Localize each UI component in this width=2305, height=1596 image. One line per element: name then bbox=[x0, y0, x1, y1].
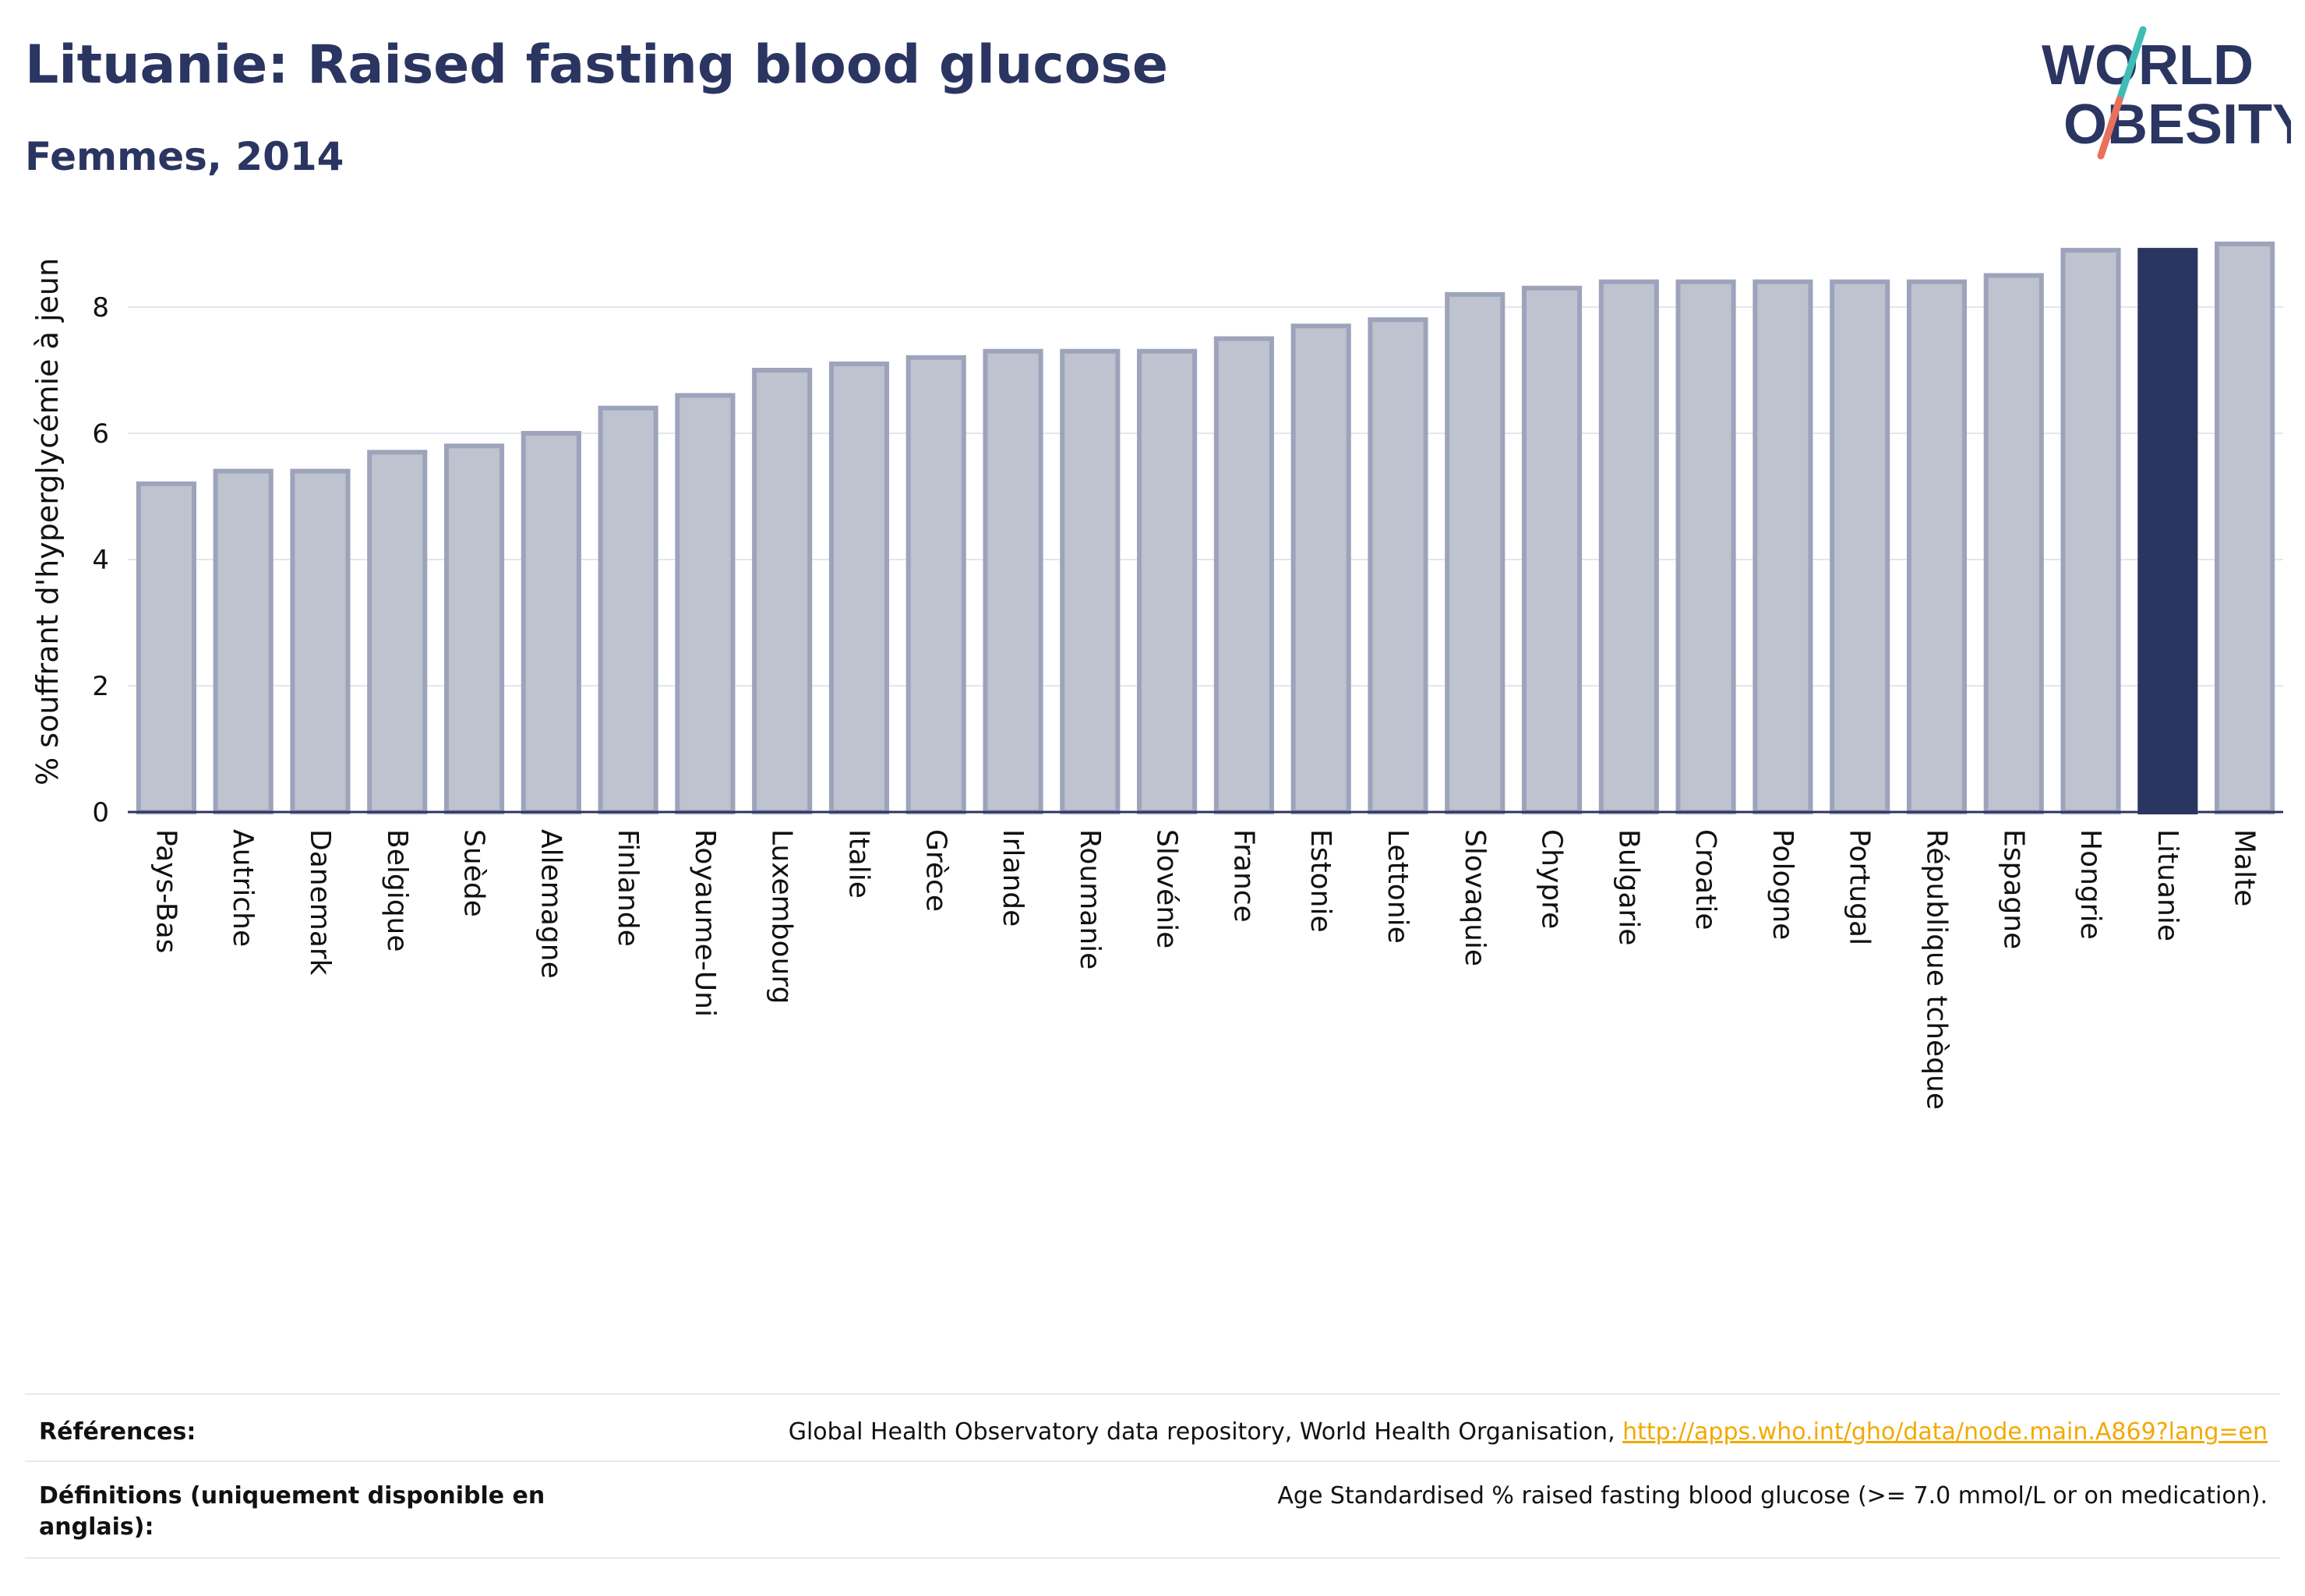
bar bbox=[367, 450, 428, 814]
x-tick-label: Danemark bbox=[304, 829, 336, 976]
chart-subtitle: Femmes, 2014 bbox=[25, 134, 344, 179]
y-tick-label: 8 bbox=[92, 292, 109, 323]
bar bbox=[598, 405, 658, 814]
world-obesity-logo: WORLD OBESITY bbox=[2042, 26, 2291, 160]
bar bbox=[136, 481, 196, 814]
bar bbox=[752, 368, 813, 814]
x-tick-label: Grèce bbox=[920, 829, 951, 912]
chart-title: Lituanie: Raised fasting blood glucose bbox=[25, 34, 1168, 96]
x-tick-label: Belgique bbox=[381, 829, 413, 952]
x-tick-label: République tchèque bbox=[1920, 829, 1952, 1110]
bar bbox=[905, 355, 966, 814]
y-tick-label: 4 bbox=[92, 545, 109, 576]
bar bbox=[1675, 279, 1736, 815]
x-tick-label: Slovénie bbox=[1151, 829, 1183, 948]
bar bbox=[1598, 279, 1659, 815]
bar bbox=[1445, 291, 1505, 814]
x-tick-label: France bbox=[1227, 829, 1259, 923]
x-tick-label: Italie bbox=[842, 829, 874, 899]
x-tick-label: Suède bbox=[458, 829, 490, 917]
bar bbox=[443, 443, 505, 814]
logo-word-world: WORLD bbox=[2042, 34, 2254, 97]
footer-divider-bottom bbox=[25, 1557, 2280, 1559]
bar bbox=[1213, 336, 1274, 814]
logo-slash-top bbox=[2113, 26, 2147, 113]
x-tick-label: Luxembourg bbox=[766, 829, 798, 1004]
bar bbox=[828, 361, 890, 814]
bar bbox=[1521, 285, 1583, 814]
x-tick-label: Allemagne bbox=[535, 829, 567, 979]
y-tick-label: 2 bbox=[92, 671, 109, 702]
bar bbox=[2060, 248, 2121, 815]
bar bbox=[521, 431, 581, 814]
x-tick-label: Estonie bbox=[1304, 829, 1336, 933]
bar bbox=[1906, 279, 1968, 815]
bar bbox=[675, 393, 736, 814]
bar bbox=[2215, 242, 2275, 814]
x-tick-label: Roumanie bbox=[1074, 829, 1106, 969]
bar bbox=[290, 468, 351, 814]
x-tick-label: Chypre bbox=[1536, 829, 1568, 929]
x-tick-label: Irlande bbox=[997, 829, 1029, 927]
footer-divider-top bbox=[25, 1393, 2280, 1395]
bar bbox=[213, 468, 274, 814]
x-tick-label: Croatie bbox=[1689, 829, 1721, 930]
y-axis-title: % souffrant d'hyperglycémie à jeun bbox=[30, 258, 65, 786]
x-tick-label: Pays-Bas bbox=[150, 829, 182, 953]
references-value: Global Health Observatory data repositor… bbox=[789, 1417, 2268, 1448]
definitions-value: Age Standardised % raised fasting blood … bbox=[1277, 1482, 2268, 1509]
x-tick-label: Espagne bbox=[1997, 829, 2029, 949]
y-tick-label: 0 bbox=[92, 797, 109, 828]
references-text: Global Health Observatory data repositor… bbox=[788, 1418, 1623, 1446]
bar bbox=[1290, 323, 1351, 814]
bar-chart: 0 2 4 6 8 % souffrant d'hyperglycémie à jeun P… bbox=[30, 242, 2283, 1110]
logo-slash-bottom bbox=[2097, 96, 2123, 160]
bar-highlighted bbox=[2137, 248, 2198, 815]
x-tick-label: Portugal bbox=[1844, 829, 1876, 945]
x-tick-label: Slovaquie bbox=[1459, 829, 1491, 966]
x-tick-label: Pologne bbox=[1767, 829, 1798, 940]
references-row: Références: Global Health Observatory da… bbox=[25, 1409, 2280, 1456]
bar bbox=[1830, 279, 1890, 815]
bar bbox=[1137, 348, 1198, 814]
x-tick-label: Royaume-Uni bbox=[689, 829, 721, 1017]
bar bbox=[983, 348, 1043, 814]
definitions-row: Définitions (uniquement disponible en an… bbox=[25, 1473, 2280, 1551]
x-tick-label: Autriche bbox=[227, 829, 259, 947]
definitions-label: Définitions (uniquement disponible en an… bbox=[39, 1482, 545, 1541]
x-tick-label: Lituanie bbox=[2151, 829, 2183, 941]
x-tick-label: Finlande bbox=[612, 829, 644, 947]
x-tick-label: Hongrie bbox=[2074, 829, 2106, 940]
y-tick-label: 6 bbox=[92, 418, 109, 450]
references-link[interactable]: http://apps.who.int/gho/data/node.main.A… bbox=[1622, 1418, 2268, 1446]
footer-divider-middle bbox=[25, 1460, 2280, 1462]
x-tick-label: Bulgarie bbox=[1612, 829, 1644, 945]
bar bbox=[1368, 317, 1428, 814]
bar bbox=[1060, 348, 1121, 814]
x-tick-label: Malte bbox=[2229, 829, 2261, 906]
references-label: Références: bbox=[39, 1418, 196, 1446]
bar bbox=[1983, 273, 2044, 814]
bar bbox=[1753, 279, 1813, 815]
x-tick-label: Lettonie bbox=[1382, 829, 1414, 944]
